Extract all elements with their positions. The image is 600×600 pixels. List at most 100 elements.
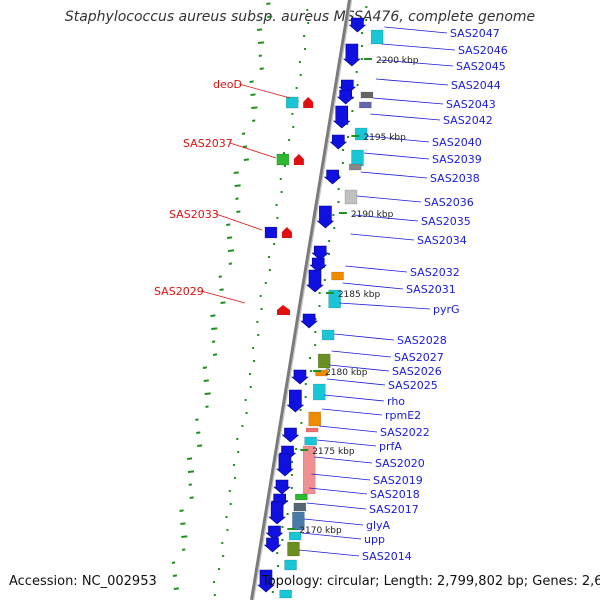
gc-dot bbox=[266, 2, 271, 5]
gene-label: SAS2040 bbox=[432, 136, 482, 149]
gc-dot bbox=[267, 15, 273, 18]
gene-arrow bbox=[303, 97, 314, 108]
gc-dot bbox=[180, 522, 186, 525]
label-leader bbox=[384, 26, 448, 34]
gene-arrow bbox=[293, 154, 304, 165]
label-leader bbox=[316, 439, 377, 447]
gene-label: SAS2035 bbox=[421, 215, 471, 228]
label-leader bbox=[324, 394, 385, 402]
label-leader bbox=[356, 195, 422, 203]
gene-label: SAS2025 bbox=[388, 379, 438, 392]
gc-dot bbox=[219, 288, 224, 291]
gene-label: SAS2018 bbox=[370, 488, 420, 501]
gene-arrow bbox=[329, 134, 348, 150]
gene-arrow bbox=[300, 313, 318, 329]
gene-feature bbox=[317, 353, 331, 369]
gc-dot bbox=[205, 405, 209, 408]
gene-label: pyrG bbox=[433, 303, 460, 316]
genome-backbone bbox=[250, 0, 353, 600]
gene-arrow bbox=[276, 453, 294, 477]
gc-dot bbox=[171, 561, 176, 564]
label-leader bbox=[314, 456, 373, 464]
gene-label: SAS2033 bbox=[169, 208, 219, 221]
gene-arrow bbox=[348, 17, 367, 33]
gc-dot bbox=[227, 236, 233, 239]
gene-feature bbox=[285, 96, 299, 109]
gc-dot bbox=[257, 41, 265, 44]
gc-dot bbox=[210, 314, 216, 317]
gc-dot bbox=[259, 67, 264, 70]
gc-dot bbox=[249, 80, 254, 83]
kbp-label: 2180 kbp bbox=[325, 368, 368, 378]
label-leader bbox=[329, 364, 390, 372]
gene-label: upp bbox=[364, 533, 385, 546]
label-leader bbox=[372, 97, 444, 105]
label-leader bbox=[311, 473, 371, 481]
label-leader bbox=[331, 350, 392, 358]
gc-dot bbox=[242, 145, 248, 148]
gc-dot bbox=[241, 132, 246, 135]
gene-feature bbox=[308, 411, 321, 427]
gc-dot bbox=[186, 457, 193, 460]
kbp-label: 2185 kbp bbox=[338, 290, 381, 300]
gc-dot bbox=[220, 301, 226, 304]
gene-feature bbox=[276, 153, 290, 166]
gene-label: SAS2028 bbox=[397, 334, 447, 347]
label-leader bbox=[238, 83, 291, 99]
label-leader bbox=[215, 213, 263, 231]
label-leader bbox=[326, 378, 386, 386]
gc-dot bbox=[234, 184, 241, 187]
gene-arrow bbox=[281, 227, 292, 238]
label-leader bbox=[345, 265, 408, 273]
forward-strand-labels: deoD SAS2037 SAS2033 SAS2029 bbox=[154, 78, 242, 298]
accession-text: Accession: NC_002953 bbox=[9, 574, 157, 589]
gene-label: deoD bbox=[213, 78, 242, 91]
gene-feature bbox=[288, 531, 302, 541]
gc-dot bbox=[258, 54, 263, 57]
gc-dot bbox=[181, 548, 186, 551]
gene-label: prfA bbox=[379, 440, 402, 453]
gene-arrow bbox=[257, 569, 275, 593]
gene-feature bbox=[264, 226, 278, 239]
gc-dot bbox=[228, 262, 233, 265]
gene-label: SAS2036 bbox=[424, 196, 474, 209]
gene-label: SAS2019 bbox=[373, 474, 423, 487]
backbone-highlight bbox=[252, 0, 353, 600]
label-leader bbox=[360, 171, 428, 179]
gene-arrow bbox=[311, 245, 329, 261]
label-leader bbox=[334, 333, 395, 341]
gene-arrow bbox=[263, 537, 282, 553]
label-leader bbox=[322, 408, 383, 416]
gene-feature bbox=[344, 189, 358, 205]
gene-label: rpmE2 bbox=[385, 409, 421, 422]
gc-dot bbox=[203, 379, 209, 382]
gene-label: SAS2032 bbox=[410, 266, 460, 279]
label-leader bbox=[200, 290, 246, 304]
gc-dot bbox=[251, 106, 258, 109]
gene-arrow bbox=[323, 169, 342, 185]
topology-text: Topology: circular; Length: 2,799,802 bp… bbox=[262, 574, 600, 589]
kbp-label: 2175 kbp bbox=[312, 447, 355, 457]
label-leader bbox=[339, 302, 431, 310]
gene-arrow bbox=[265, 525, 284, 541]
gene-arrow bbox=[286, 389, 305, 413]
gene-arrow bbox=[306, 269, 324, 293]
reverse-strand-labels: SAS2047 SAS2046 SAS2045 SAS2044 SAS2043 SAS20… bbox=[362, 27, 508, 563]
label-leader bbox=[304, 518, 364, 526]
gene-feature bbox=[351, 149, 364, 167]
label-leader bbox=[370, 113, 441, 121]
gene-feature bbox=[321, 329, 335, 341]
kbp-label: 2190 kbp bbox=[351, 210, 394, 220]
label-leader bbox=[319, 425, 378, 433]
gene-label: SAS2022 bbox=[380, 426, 430, 439]
label-leader bbox=[342, 282, 404, 290]
kbp-ticks: 2200 kbp 2195 kbp 2190 kbp 2185 kbp 2180 kbp… bbox=[287, 56, 419, 536]
gc-dot bbox=[195, 418, 199, 421]
kbp-label: 2200 kbp bbox=[376, 56, 419, 66]
gene-arrow bbox=[316, 205, 335, 229]
gene-label: SAS2047 bbox=[450, 27, 500, 40]
gene-label: SAS2020 bbox=[375, 457, 425, 470]
gene-feature bbox=[293, 502, 307, 512]
gene-label: SAS2014 bbox=[362, 550, 412, 563]
gc-dot bbox=[172, 574, 178, 577]
